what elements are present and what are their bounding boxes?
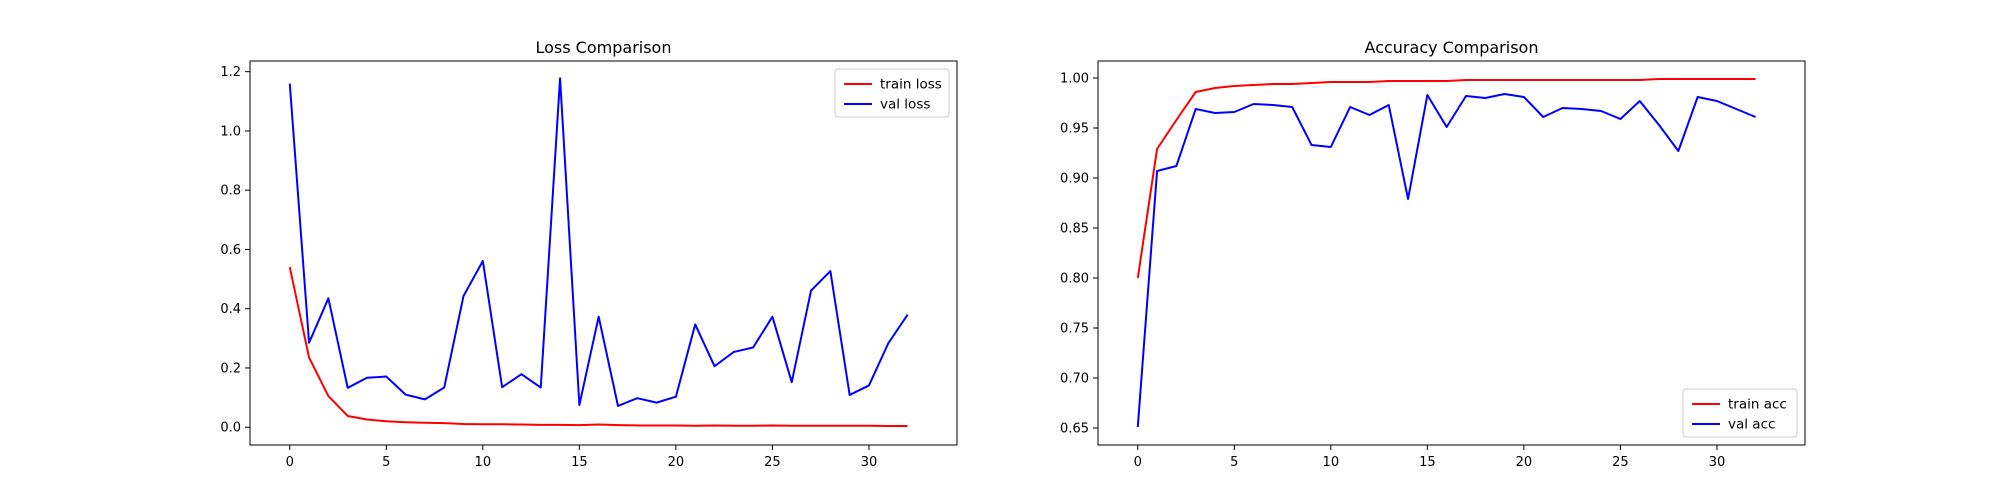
y-tick-label: 0.65 xyxy=(1060,422,1089,437)
x-tick-label: 20 xyxy=(668,455,685,470)
x-tick-label: 15 xyxy=(1419,455,1436,470)
legend-label: val acc xyxy=(1728,417,1775,433)
y-tick-label: 1.2 xyxy=(220,65,241,80)
legend-item-train-loss: train loss xyxy=(844,77,942,93)
x-tick-label: 25 xyxy=(1612,455,1629,470)
y-tick-label: 0.4 xyxy=(220,302,241,317)
x-tick-label: 20 xyxy=(1516,455,1533,470)
x-tick-label: 10 xyxy=(475,455,492,470)
series-line-val-acc xyxy=(1136,93,1756,428)
series-line-train-loss xyxy=(288,267,908,428)
loss-comparison-chart: Loss Comparison 0 5 10 15 20 25 30 0.0 0.2 0.4 0.6 0… xyxy=(220,38,958,470)
series-line-val-loss xyxy=(288,77,909,407)
legend-item-train-acc: train acc xyxy=(1692,397,1787,413)
y-tick-label: 0.6 xyxy=(220,243,241,258)
y-tick-label: 0.0 xyxy=(220,421,241,436)
x-tick-label: 0 xyxy=(1134,455,1142,470)
legend-label: train acc xyxy=(1728,397,1787,413)
legend: train acc val acc xyxy=(1682,388,1798,438)
plot-frame xyxy=(249,60,958,446)
legend-label: val loss xyxy=(880,97,930,113)
y-tick-label: 0.80 xyxy=(1060,272,1089,287)
plot-frame xyxy=(1097,60,1806,446)
x-tick-label: 30 xyxy=(861,455,878,470)
legend-item-val-loss: val loss xyxy=(844,97,930,113)
x-tick-label: 0 xyxy=(286,455,294,470)
accuracy-comparison-chart: Accuracy Comparison 0 5 10 15 20 25 30 0.65 0.70 0… xyxy=(1060,38,1806,470)
y-tick-label: 1.0 xyxy=(220,124,241,139)
chart-title: Accuracy Comparison xyxy=(1365,38,1539,57)
y-tick-label: 0.70 xyxy=(1060,372,1089,387)
x-tick-label: 30 xyxy=(1709,455,1726,470)
x-tick-label: 5 xyxy=(382,455,390,470)
x-tick-label: 25 xyxy=(764,455,781,470)
x-tick-label: 15 xyxy=(571,455,588,470)
x-tick-label: 5 xyxy=(1230,455,1238,470)
y-tick-label: 1.00 xyxy=(1060,72,1089,87)
legend: train loss val loss xyxy=(834,68,950,118)
chart-title: Loss Comparison xyxy=(536,38,672,57)
legend-item-val-acc: val acc xyxy=(1692,417,1775,433)
x-tick-label: 10 xyxy=(1323,455,1340,470)
y-tick-label: 0.75 xyxy=(1060,322,1089,337)
y-tick-label: 0.85 xyxy=(1060,222,1089,237)
y-tick-label: 0.8 xyxy=(220,184,241,199)
y-tick-label: 0.2 xyxy=(220,361,241,376)
series-line-train-acc xyxy=(1136,78,1756,279)
y-tick-label: 0.90 xyxy=(1060,172,1089,187)
y-tick-label: 0.95 xyxy=(1060,122,1089,137)
legend-label: train loss xyxy=(880,77,942,93)
